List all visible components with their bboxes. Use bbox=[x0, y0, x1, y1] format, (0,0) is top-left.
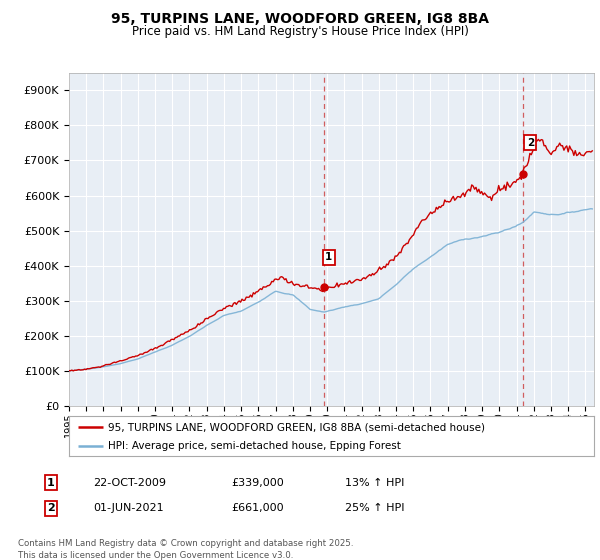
Text: 95, TURPINS LANE, WOODFORD GREEN, IG8 8BA (semi-detached house): 95, TURPINS LANE, WOODFORD GREEN, IG8 8B… bbox=[109, 422, 485, 432]
Text: 1: 1 bbox=[47, 478, 55, 488]
Text: HPI: Average price, semi-detached house, Epping Forest: HPI: Average price, semi-detached house,… bbox=[109, 441, 401, 451]
Text: 25% ↑ HPI: 25% ↑ HPI bbox=[345, 503, 404, 514]
Text: 2: 2 bbox=[47, 503, 55, 514]
Text: Price paid vs. HM Land Registry's House Price Index (HPI): Price paid vs. HM Land Registry's House … bbox=[131, 25, 469, 38]
Text: 22-OCT-2009: 22-OCT-2009 bbox=[93, 478, 166, 488]
Text: 01-JUN-2021: 01-JUN-2021 bbox=[93, 503, 164, 514]
Text: 2: 2 bbox=[527, 138, 534, 148]
Text: £661,000: £661,000 bbox=[231, 503, 284, 514]
Text: Contains HM Land Registry data © Crown copyright and database right 2025.
This d: Contains HM Land Registry data © Crown c… bbox=[18, 539, 353, 559]
Text: £339,000: £339,000 bbox=[231, 478, 284, 488]
Text: 1: 1 bbox=[325, 253, 332, 262]
Text: 13% ↑ HPI: 13% ↑ HPI bbox=[345, 478, 404, 488]
Text: 95, TURPINS LANE, WOODFORD GREEN, IG8 8BA: 95, TURPINS LANE, WOODFORD GREEN, IG8 8B… bbox=[111, 12, 489, 26]
